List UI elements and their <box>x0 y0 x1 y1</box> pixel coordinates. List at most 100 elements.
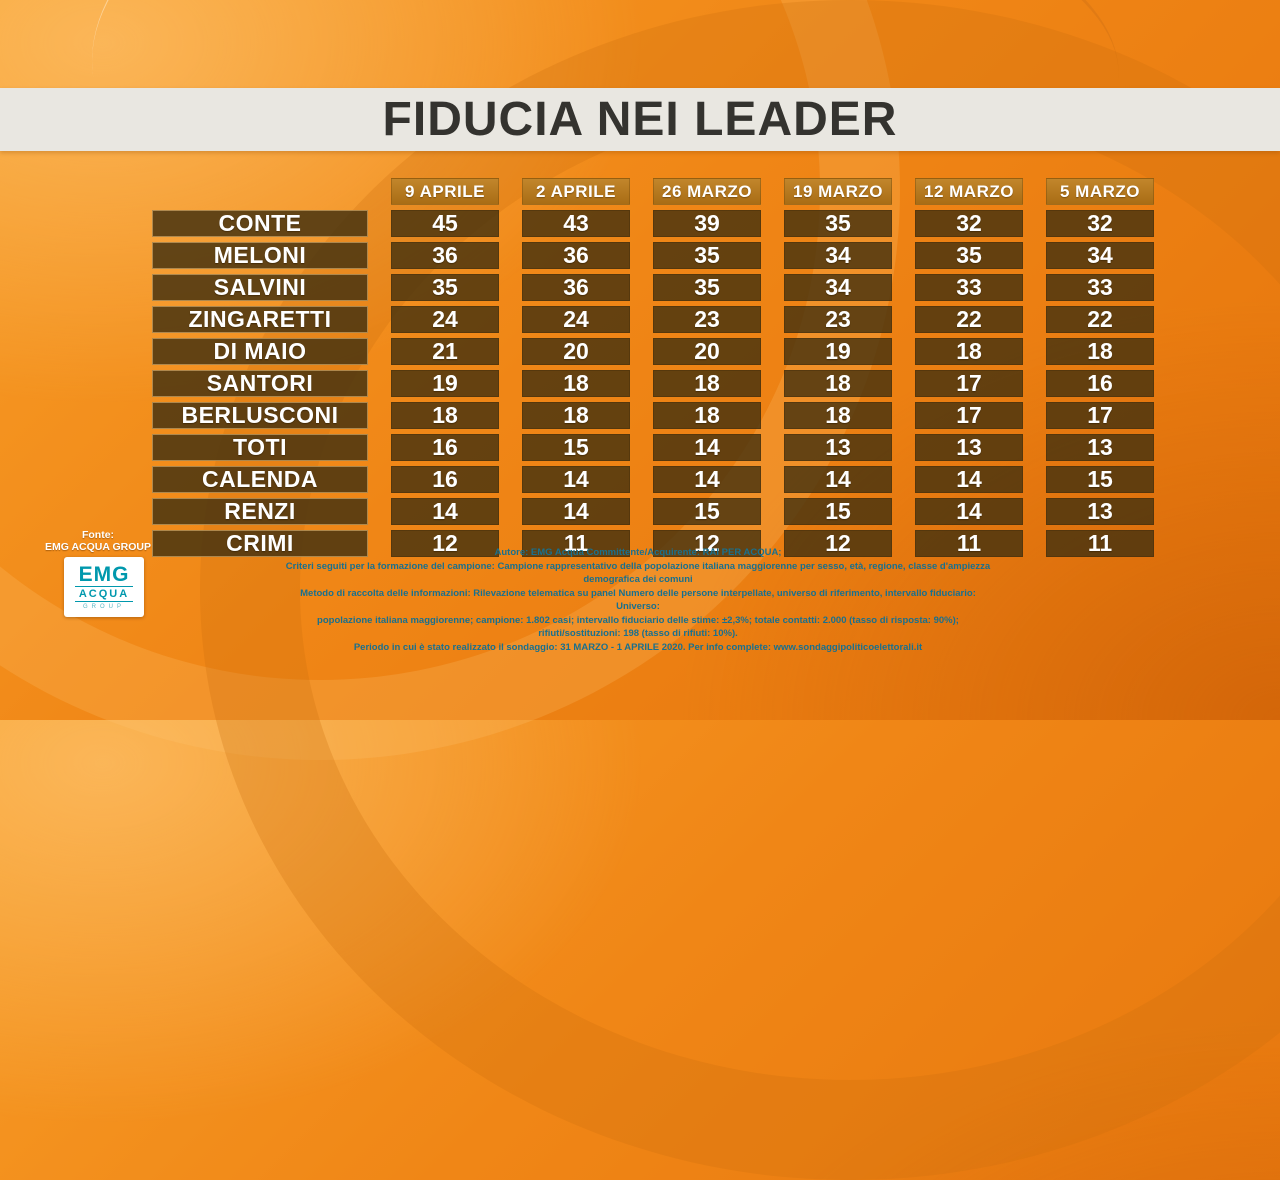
value-cell: 15 <box>653 498 761 525</box>
value-cell: 35 <box>653 274 761 301</box>
source-label: Fonte: <box>81 529 115 541</box>
logo-text-emg: EMG <box>78 562 130 586</box>
value-cell: 11 <box>522 530 630 557</box>
value-cell: 36 <box>391 242 499 269</box>
methodology-disclaimer: Autore: EMG Acqua Committente/Acquirente… <box>280 546 996 654</box>
value-cell: 12 <box>391 530 499 557</box>
value-cell: 13 <box>915 434 1023 461</box>
value-cell: 14 <box>522 498 630 525</box>
logo-text-group: GROUP <box>82 603 125 610</box>
value-cell: 36 <box>522 242 630 269</box>
value-cell: 17 <box>915 402 1023 429</box>
value-cell: 35 <box>653 242 761 269</box>
column-header-19-marzo: 19 MARZO <box>784 178 892 205</box>
value-cell: 18 <box>391 402 499 429</box>
disclaimer-line-2: Criteri seguiti per la formazione del ca… <box>285 560 991 586</box>
value-cell: 33 <box>1046 274 1154 301</box>
value-cell: 18 <box>784 370 892 397</box>
value-cell: 18 <box>522 370 630 397</box>
column-header-12-marzo: 12 MARZO <box>915 178 1023 205</box>
value-cell: 15 <box>1046 466 1154 493</box>
value-cell: 17 <box>1046 402 1154 429</box>
column-header-5-marzo: 5 MARZO <box>1046 178 1154 205</box>
value-cell: 18 <box>653 402 761 429</box>
column-header-9-aprile: 9 APRILE <box>391 178 499 205</box>
page-title: FIDUCIA NEI LEADER <box>382 92 898 146</box>
column-header-26-marzo: 26 MARZO <box>653 178 761 205</box>
value-cell: 20 <box>653 338 761 365</box>
value-cell: 20 <box>522 338 630 365</box>
value-cell: 21 <box>391 338 499 365</box>
value-cell: 34 <box>784 242 892 269</box>
value-cell: 16 <box>391 434 499 461</box>
source-credit: Fonte: EMG ACQUA GROUP <box>28 529 168 553</box>
row-label-salvini: SALVINI <box>152 274 368 301</box>
row-label-berlusconi: BERLUSCONI <box>152 402 368 429</box>
value-cell: 14 <box>653 466 761 493</box>
row-label-conte: CONTE <box>152 210 368 237</box>
value-cell: 13 <box>1046 434 1154 461</box>
row-label-santori: SANTORI <box>152 370 368 397</box>
disclaimer-line-3: Metodo di raccolta delle informazioni: R… <box>300 587 976 613</box>
value-cell: 32 <box>915 210 1023 237</box>
source-name: EMG ACQUA GROUP <box>45 541 151 553</box>
value-cell: 19 <box>784 338 892 365</box>
value-cell: 13 <box>784 434 892 461</box>
value-cell: 35 <box>391 274 499 301</box>
disclaimer-line-1: Autore: EMG Acqua Committente/Acquirente… <box>494 547 782 558</box>
value-cell: 22 <box>1046 306 1154 333</box>
value-cell: 14 <box>653 434 761 461</box>
value-cell: 24 <box>391 306 499 333</box>
emg-acqua-logo: EMG ACQUA GROUP <box>64 557 144 617</box>
value-cell: 36 <box>522 274 630 301</box>
value-cell: 11 <box>915 530 1023 557</box>
value-cell: 24 <box>522 306 630 333</box>
row-label-renzi: RENZI <box>152 498 368 525</box>
value-cell: 23 <box>784 306 892 333</box>
value-cell: 11 <box>1046 530 1154 557</box>
value-cell: 34 <box>784 274 892 301</box>
value-cell: 18 <box>653 370 761 397</box>
value-cell: 18 <box>522 402 630 429</box>
value-cell: 17 <box>915 370 1023 397</box>
poll-table: 9 APRILE 2 APRILE 26 MARZO 19 MARZO 12 MARZO… <box>152 178 1154 557</box>
value-cell: 35 <box>784 210 892 237</box>
table-corner <box>152 178 368 205</box>
value-cell: 15 <box>784 498 892 525</box>
row-label-calenda: CALENDA <box>152 466 368 493</box>
value-cell: 18 <box>1046 338 1154 365</box>
value-cell: 14 <box>784 466 892 493</box>
value-cell: 18 <box>784 402 892 429</box>
value-cell: 16 <box>391 466 499 493</box>
row-label-crimi: CRIMI <box>152 530 368 557</box>
value-cell: 16 <box>1046 370 1154 397</box>
value-cell: 35 <box>915 242 1023 269</box>
row-label-toti: TOTI <box>152 434 368 461</box>
value-cell: 22 <box>915 306 1023 333</box>
value-cell: 12 <box>784 530 892 557</box>
value-cell: 14 <box>522 466 630 493</box>
value-cell: 45 <box>391 210 499 237</box>
value-cell: 14 <box>391 498 499 525</box>
value-cell: 34 <box>1046 242 1154 269</box>
value-cell: 23 <box>653 306 761 333</box>
value-cell: 43 <box>522 210 630 237</box>
row-label-meloni: MELONI <box>152 242 368 269</box>
value-cell: 15 <box>522 434 630 461</box>
row-label-zingaretti: ZINGARETTI <box>152 306 368 333</box>
row-label-di-maio: DI MAIO <box>152 338 368 365</box>
value-cell: 39 <box>653 210 761 237</box>
column-header-2-aprile: 2 APRILE <box>522 178 630 205</box>
value-cell: 14 <box>915 466 1023 493</box>
value-cell: 14 <box>915 498 1023 525</box>
value-cell: 18 <box>915 338 1023 365</box>
value-cell: 33 <box>915 274 1023 301</box>
disclaimer-line-4: popolazione italiana maggiorenne; campio… <box>317 614 959 640</box>
value-cell: 19 <box>391 370 499 397</box>
disclaimer-line-5: Periodo in cui è stato realizzato il son… <box>353 641 923 653</box>
value-cell: 12 <box>653 530 761 557</box>
logo-text-acqua: ACQUA <box>74 585 134 602</box>
value-cell: 13 <box>1046 498 1154 525</box>
title-band: FIDUCIA NEI LEADER <box>0 88 1280 151</box>
value-cell: 32 <box>1046 210 1154 237</box>
